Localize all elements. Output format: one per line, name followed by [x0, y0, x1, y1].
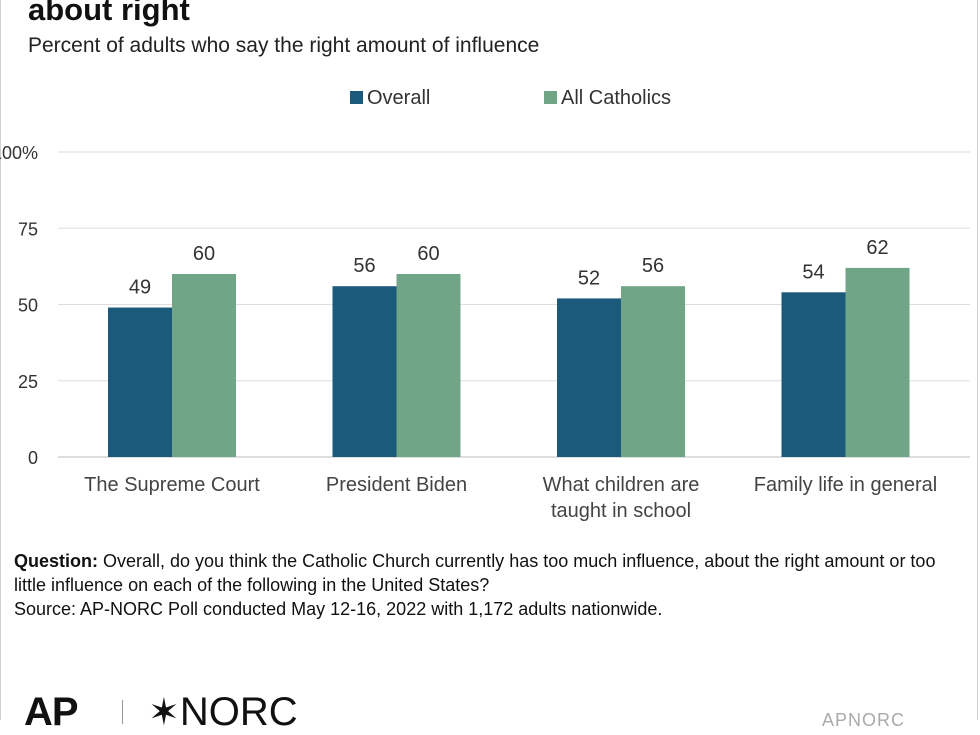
x-category-label: The Supreme Court	[84, 474, 260, 496]
legend-overall-swatch	[350, 91, 363, 104]
legend-all-catholics-label: All Catholics	[561, 87, 671, 109]
chart-title: about right	[28, 0, 190, 27]
y-tick-label: 100%	[0, 143, 38, 163]
x-category-label: What children are	[543, 474, 700, 496]
chart-subtitle: Percent of adults who say the right amou…	[28, 34, 540, 57]
chart-notes: Question: Overall, do you think the Cath…	[14, 549, 964, 621]
bar-all-catholics	[172, 274, 236, 457]
question-text: Overall, do you think the Catholic Churc…	[14, 551, 936, 595]
bar-overall	[781, 292, 846, 457]
data-label: 56	[353, 255, 375, 277]
footer-handle: APNORC	[822, 710, 906, 730]
question-label: Question:	[14, 551, 98, 571]
x-category-label: Family life in general	[754, 474, 937, 496]
y-tick-label: 75	[18, 219, 38, 239]
bar-all-catholics	[621, 286, 685, 457]
norc-logo: ✶NORC	[148, 690, 298, 735]
x-category-label: President Biden	[326, 474, 467, 496]
data-label: 56	[642, 255, 664, 277]
data-label: 60	[193, 243, 215, 265]
data-label: 49	[129, 277, 151, 299]
bar-all-catholics	[845, 267, 910, 457]
bar-overall	[108, 307, 172, 457]
norc-logo-text: NORC	[179, 690, 298, 734]
bar-overall	[332, 286, 397, 457]
logo-divider	[122, 700, 123, 724]
chart-frame	[0, 0, 978, 720]
bar-overall	[557, 298, 621, 457]
bar-all-catholics	[396, 274, 461, 457]
x-category-label: taught in school	[551, 500, 691, 522]
data-label: 62	[866, 237, 888, 259]
legend-overall-label: Overall	[367, 87, 430, 109]
ap-logo: AP	[24, 690, 79, 734]
legend-all-catholics-swatch	[544, 91, 557, 104]
y-tick-label: 0	[28, 448, 38, 468]
norc-star-icon: ✶	[148, 692, 180, 734]
y-tick-label: 50	[18, 296, 38, 316]
data-label: 52	[578, 267, 600, 289]
y-tick-label: 25	[18, 372, 38, 392]
source-text: Source: AP-NORC Poll conducted May 12-16…	[14, 599, 663, 619]
bar-chart: 0 25 50 75 100% Overall All Catholics 49 60 The S…	[0, 87, 970, 522]
data-label: 54	[802, 261, 824, 283]
data-label: 60	[417, 243, 439, 265]
